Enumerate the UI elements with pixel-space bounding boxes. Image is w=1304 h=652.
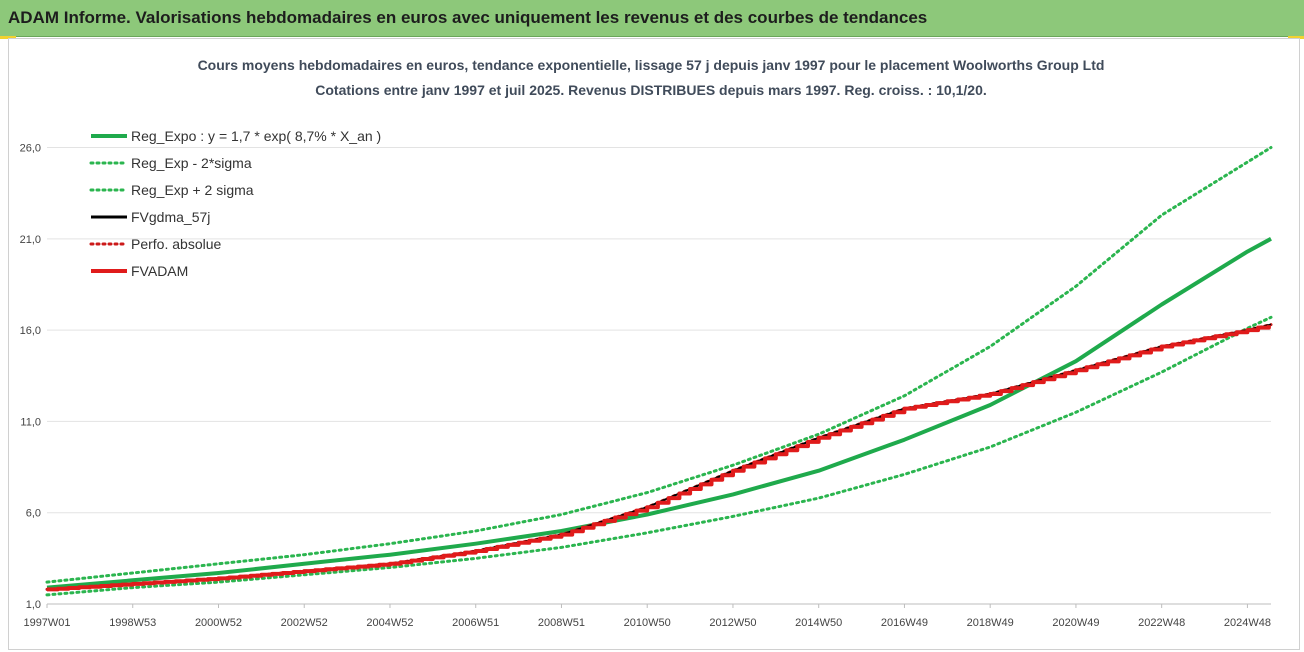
x-tick-label: 2012W50 <box>709 617 756 629</box>
series-line <box>45 315 1273 597</box>
legend-label: Reg_Expo : y = 1,7 * exp( 8,7% * X_an ) <box>131 128 381 144</box>
legend-label: Reg_Exp + 2 sigma <box>131 182 254 198</box>
y-tick-label: 26,0 <box>20 143 41 155</box>
gridlines <box>47 147 1271 605</box>
x-tick-label: 2018W49 <box>967 617 1014 629</box>
x-tick-label: 2010W50 <box>624 617 671 629</box>
banner-title: ADAM Informe. Valorisations hebdomadaire… <box>8 8 928 27</box>
chart-frame: Cours moyens hebdomadaires en euros, ten… <box>8 38 1300 650</box>
legend-label: Perfo. absolue <box>131 236 221 252</box>
x-tick-label: 1997W01 <box>23 617 70 629</box>
y-tick-label: 1,0 <box>26 599 41 611</box>
y-tick-label: 11,0 <box>20 416 41 428</box>
x-tick-label: 2000W52 <box>195 617 242 629</box>
series-line <box>45 323 1273 591</box>
x-tick-label: 2002W52 <box>281 617 328 629</box>
banner: ADAM Informe. Valorisations hebdomadaire… <box>0 0 1304 37</box>
legend-label: Reg_Exp - 2*sigma <box>131 155 252 171</box>
series-line <box>45 146 1273 584</box>
x-tick-label: 2024W48 <box>1224 617 1271 629</box>
chart-subtitle: Cotations entre janv 1997 et juil 2025. … <box>315 82 987 98</box>
x-tick-label: 2016W49 <box>881 617 928 629</box>
y-axis: 1,0 6,0 11,0 16,0 21,0 26,0 <box>20 143 41 611</box>
x-tick-label: 2014W50 <box>795 617 842 629</box>
banner-accent-left <box>0 36 16 39</box>
series-group <box>45 146 1273 597</box>
legend-label: FVgdma_57j <box>131 209 210 225</box>
series-line <box>46 323 1272 591</box>
x-tick-label: 2006W51 <box>452 617 499 629</box>
x-tick-label: 2004W52 <box>366 617 413 629</box>
chart-title: Cours moyens hebdomadaires en euros, ten… <box>198 57 1105 73</box>
x-tick-label: 2020W49 <box>1052 617 1099 629</box>
x-tick-label: 2022W48 <box>1138 617 1185 629</box>
x-tick-label: 2008W51 <box>538 617 585 629</box>
legend: Reg_Expo : y = 1,7 * exp( 8,7% * X_an ) R… <box>89 128 381 279</box>
series-line <box>47 325 1271 592</box>
y-tick-label: 16,0 <box>20 325 41 337</box>
series-line <box>46 237 1272 590</box>
y-tick-label: 21,0 <box>20 234 41 246</box>
x-tick-label: 1998W53 <box>109 617 156 629</box>
legend-label: FVADAM <box>131 263 188 279</box>
chart: Cours moyens hebdomadaires en euros, ten… <box>20 57 1273 629</box>
y-tick-label: 6,0 <box>26 508 41 520</box>
banner-accent-right <box>1288 36 1304 39</box>
x-axis: 1997W01 1998W53 2000W52 2002W52 2004W52 2006W… <box>23 603 1271 629</box>
